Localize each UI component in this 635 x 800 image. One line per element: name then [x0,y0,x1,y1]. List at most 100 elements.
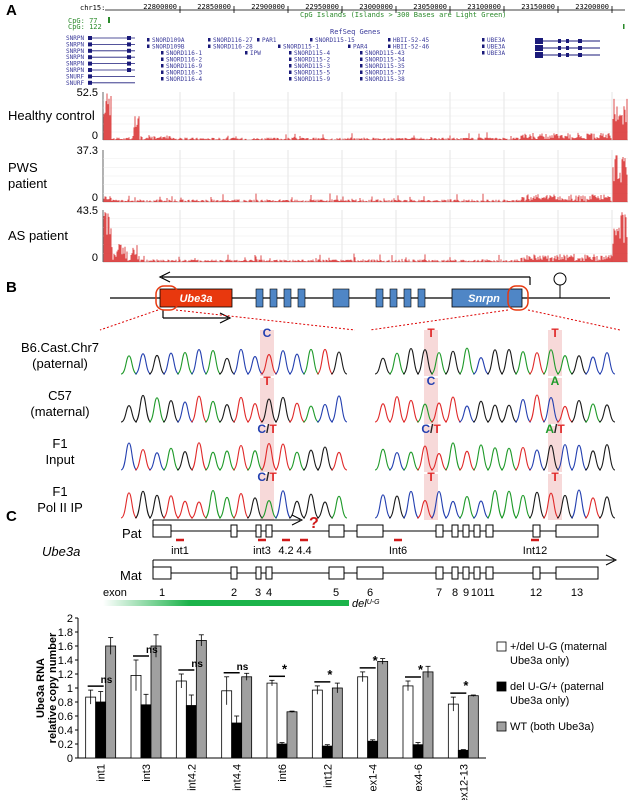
exon-box [451,566,459,580]
ruler-tick-label: 22900000 [251,3,285,11]
track-label: Healthy control [8,108,95,123]
legend-swatch [496,721,507,732]
exon-box [473,566,481,580]
exon-number: 2 [231,587,237,599]
snp-highlight [424,330,438,376]
base-call-left: C/T [257,470,277,484]
exon-box [356,524,384,538]
chromatogram-peak [274,396,292,423]
snord-mark [161,51,164,55]
exon-word: exon [103,587,127,599]
chromatogram-peak [288,402,306,423]
chromatogram-peak [430,352,448,375]
snord-mark [147,44,150,48]
snrpn-exon [88,48,92,53]
refseq-gene-label: IPW [250,50,261,57]
chromatogram-peak [458,405,476,423]
exon-box [462,524,470,538]
chromatogram-peak [288,451,306,471]
bar [377,661,389,759]
chromatogram-peak [330,451,348,471]
bar [276,743,288,759]
chromatogram-peak [302,348,320,375]
snp-highlight [548,426,562,472]
y-tick-label: 0.6 [58,711,73,723]
refseq-gene-label: SNORD116-2 [166,57,203,64]
chromatogram-peak [584,497,602,519]
snord-mark [360,64,363,68]
snord-mark [208,44,211,48]
chromatogram-label: Input [46,452,75,467]
ube3a-models [535,38,600,58]
chromatogram-peak [500,447,518,471]
bar [241,676,253,759]
refseq-gene-label: HBII-52-46 [393,44,430,51]
base-call-left: T [263,374,271,388]
chromatogram-peak [472,500,490,519]
chromatogram-peak [288,353,306,375]
bar [286,711,298,759]
panel-b-letter: B [6,279,17,296]
chromatogram-peak [486,404,504,423]
chromatogram-label: (paternal) [32,356,88,371]
exon-number: 5 [333,587,339,599]
panel-c: C Pat Ube3a Mat ? int1 int3 4.2 4.4 Int6 Int1… [6,508,618,800]
chromatogram-peak [430,490,448,519]
chromatogram-peak [416,349,434,375]
snp-highlight [260,330,274,376]
chromatogram-peak [570,355,588,375]
y-tick-label: 1.4 [58,655,73,667]
chromatogram-peak [302,493,320,519]
bar [447,703,459,759]
exon-box [265,566,273,580]
exon-numbers: 1 2 3 4 5 6 7 8 9 10 11 12 13 [159,587,583,599]
refseq-gene-label: UBE3A [487,50,505,57]
exon-box [265,524,273,538]
chromatogram-peak [162,495,180,519]
exon-box [230,524,238,538]
imprinting-center-icon [553,272,567,286]
y-tick-label: 2 [67,613,73,625]
bar-chart: 0 0.2 0.4 0.6 0.8 1 1.2 1.4 1.6 1.8 2 Ube3a RNArela… [35,613,486,800]
snord-mark [245,51,248,55]
panel-b: B Ube3a Snrpn [6,271,621,520]
chromatogram-peak [556,494,574,519]
snord-mark [289,70,292,74]
legend-swatch [496,681,507,692]
chromatogram-peak [416,445,434,471]
chromatogram-peak [246,450,264,471]
chromatogram-peak [402,451,420,471]
exon-box [255,566,262,580]
snrpn-exon [88,80,92,85]
refseq-gene-labels: SNORD109A SNORD116-27 PAR1 SNORD115-15 HBII-… [147,37,505,83]
chromatogram-peak [218,496,236,519]
chromatogram-label: F1 [52,436,67,451]
deletion-bar [103,600,349,606]
snrpn-gene-label: Snrpn [468,293,500,305]
legend-label: Ube3a only) [510,655,569,667]
chromatogram-peak [528,449,546,471]
significance-label: * [282,661,288,676]
refseq-gene-label: SNORD115-5 [294,70,331,77]
chromatogram-row: C57(maternal) T C A [30,374,616,424]
chromatogram-peak [542,349,560,375]
chromatogram-peak [528,394,546,423]
chromatogram-peak [246,497,264,519]
significance-label: * [327,667,333,682]
intervening-exons [255,288,426,308]
snord-mark [147,38,150,42]
snord-mark [278,44,281,48]
unknown-mark: ? [309,515,319,532]
base-call-right: T [427,326,435,340]
refseq-gene-label: SNORD116-27 [213,37,253,44]
ube3a-snp-highlight [155,285,179,311]
chromatogram-peak [148,452,166,471]
track-label: PWS [8,160,38,175]
chromatogram-peak [570,444,588,471]
chromatogram-row: B6.Cast.Chr7(paternal) C T T [21,326,616,376]
y-tick-label: 0.4 [58,725,73,737]
y-tick-label: 1.6 [58,641,73,653]
exon-box [485,566,494,580]
chromatogram-peak [204,400,222,423]
